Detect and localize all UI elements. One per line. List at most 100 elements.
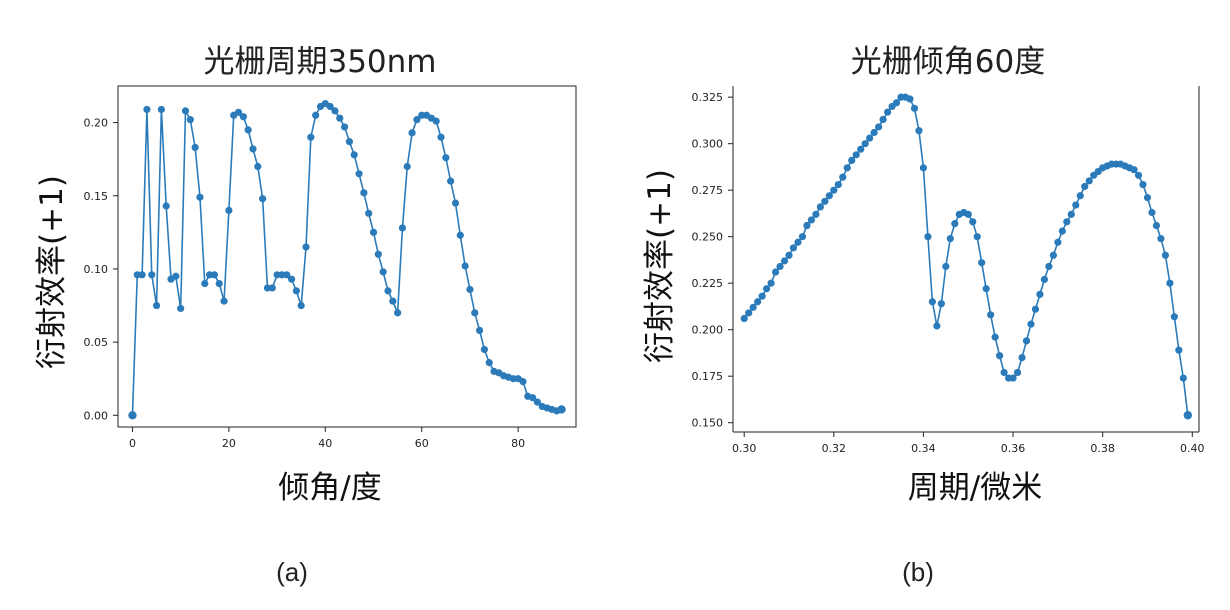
data-point bbox=[374, 250, 382, 258]
data-point bbox=[340, 123, 349, 131]
data-point bbox=[379, 268, 387, 276]
data-point bbox=[745, 309, 753, 317]
data-point bbox=[1161, 251, 1169, 259]
data-point bbox=[181, 107, 190, 115]
data-point bbox=[408, 129, 416, 137]
data-point bbox=[861, 140, 869, 148]
data-point bbox=[866, 134, 874, 142]
data-point bbox=[254, 162, 262, 171]
data-point bbox=[186, 116, 194, 124]
data-point bbox=[946, 234, 954, 243]
x-tick-label: 20 bbox=[222, 437, 236, 450]
data-point bbox=[384, 287, 392, 295]
chart-b-series bbox=[740, 93, 1193, 420]
y-tick-label: 0.250 bbox=[692, 231, 724, 244]
data-point bbox=[1054, 238, 1062, 246]
data-point bbox=[533, 398, 542, 406]
series-line bbox=[743, 96, 1189, 416]
data-point bbox=[771, 268, 780, 276]
x-tick-label: 0 bbox=[129, 437, 136, 450]
chart-b-title: 光栅倾角60度 bbox=[851, 44, 1045, 80]
data-point bbox=[519, 378, 527, 386]
data-point bbox=[933, 322, 941, 330]
data-point bbox=[767, 279, 775, 287]
data-point bbox=[848, 156, 856, 165]
data-point bbox=[345, 138, 354, 146]
data-point bbox=[350, 151, 358, 159]
data-point bbox=[1085, 177, 1093, 185]
y-tick-label: 0.20 bbox=[84, 117, 109, 130]
chart-a: 光栅周期350nm 0.00 0.05 0.10 0.15 0.20 0 20 40 60 80… bbox=[34, 44, 577, 587]
x-tick-label: 0.40 bbox=[1180, 442, 1205, 455]
data-point bbox=[928, 298, 936, 306]
y-tick-label: 0.325 bbox=[692, 91, 724, 104]
data-point bbox=[456, 231, 464, 239]
data-point bbox=[1134, 171, 1143, 179]
data-point bbox=[389, 297, 397, 305]
data-point bbox=[287, 275, 296, 283]
x-tick-label: 60 bbox=[415, 437, 429, 450]
data-point bbox=[1072, 201, 1080, 209]
data-point bbox=[978, 259, 986, 267]
data-point bbox=[780, 257, 789, 265]
data-point bbox=[1009, 374, 1017, 382]
data-point bbox=[830, 186, 838, 194]
chart-a-title: 光栅周期350nm bbox=[203, 44, 436, 80]
data-point bbox=[234, 108, 243, 116]
data-point bbox=[437, 133, 445, 141]
y-tick-label: 0.15 bbox=[84, 190, 109, 203]
chart-b-x-ticks: 0.30 0.32 0.34 0.36 0.38 0.40 bbox=[732, 432, 1205, 455]
data-point bbox=[987, 311, 995, 319]
data-point bbox=[996, 352, 1004, 360]
data-point bbox=[857, 145, 865, 153]
data-point bbox=[1058, 227, 1066, 235]
data-point bbox=[821, 197, 829, 205]
x-tick-label: 0.34 bbox=[911, 442, 936, 455]
data-point bbox=[1179, 374, 1187, 382]
data-point bbox=[1076, 192, 1084, 200]
data-point bbox=[870, 128, 878, 137]
data-point bbox=[413, 116, 421, 124]
y-tick-label: 0.05 bbox=[84, 336, 109, 349]
data-point bbox=[1143, 194, 1152, 202]
data-point bbox=[1040, 275, 1049, 284]
data-point bbox=[162, 202, 170, 210]
data-point bbox=[365, 209, 373, 217]
data-point bbox=[461, 262, 469, 270]
data-point bbox=[1170, 313, 1178, 321]
data-point bbox=[1027, 320, 1035, 328]
data-point bbox=[937, 300, 945, 308]
data-point bbox=[297, 301, 305, 310]
data-point bbox=[485, 359, 493, 367]
data-point bbox=[302, 243, 310, 251]
data-point bbox=[969, 218, 977, 226]
data-point bbox=[875, 123, 883, 131]
data-point bbox=[834, 180, 842, 189]
data-point bbox=[128, 411, 137, 420]
chart-a-y-axis-label: 衍射效率(+1) bbox=[34, 175, 70, 369]
data-point bbox=[475, 326, 484, 335]
data-point bbox=[1175, 346, 1183, 354]
data-point bbox=[201, 279, 209, 288]
data-point bbox=[1152, 221, 1161, 230]
data-point bbox=[910, 104, 919, 112]
y-tick-label: 0.175 bbox=[692, 370, 724, 383]
data-point bbox=[191, 143, 199, 152]
data-point bbox=[312, 111, 320, 119]
data-point bbox=[1166, 279, 1174, 287]
x-tick-label: 0.36 bbox=[1001, 442, 1026, 455]
data-point bbox=[1063, 218, 1071, 226]
data-point bbox=[825, 192, 833, 200]
data-point bbox=[331, 107, 339, 115]
caption-a: (a) bbox=[276, 557, 308, 587]
data-point bbox=[973, 233, 981, 241]
data-point bbox=[210, 271, 219, 279]
chart-b: 光栅倾角60度 0.1500.1750.2000.2250.2500.2750.… bbox=[642, 44, 1205, 587]
data-point bbox=[964, 210, 972, 218]
data-point bbox=[982, 285, 990, 293]
data-point bbox=[292, 287, 300, 295]
data-point bbox=[398, 224, 407, 232]
data-point bbox=[924, 233, 932, 241]
data-point bbox=[816, 203, 824, 211]
data-point bbox=[1000, 368, 1008, 377]
